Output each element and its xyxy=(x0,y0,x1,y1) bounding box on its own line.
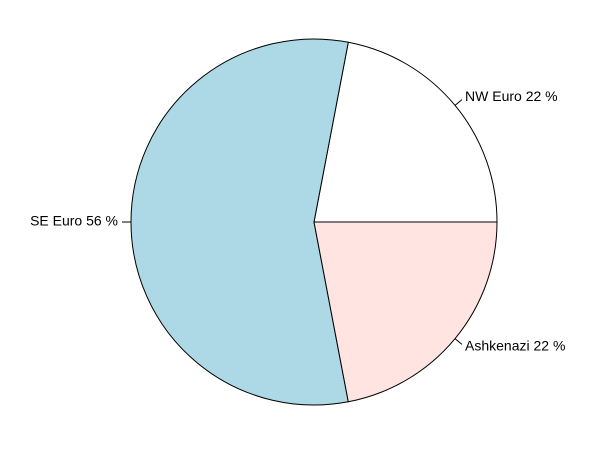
pie-slice-nw-euro xyxy=(313,41,498,223)
label-tick xyxy=(454,338,463,345)
label-ticks xyxy=(122,99,463,345)
pie-slice-ashkenazi xyxy=(313,221,498,403)
slice-label: Ashkenazi 22 % xyxy=(465,338,565,354)
slice-labels: NW Euro 22 % SE Euro 56 % Ashkenazi 22 % xyxy=(30,88,565,354)
pie-slices xyxy=(130,38,498,406)
slice-label: SE Euro 56 % xyxy=(30,213,118,229)
pie-slice-se-euro xyxy=(130,38,349,406)
slice-label: NW Euro 22 % xyxy=(465,88,558,104)
label-tick xyxy=(454,99,463,106)
